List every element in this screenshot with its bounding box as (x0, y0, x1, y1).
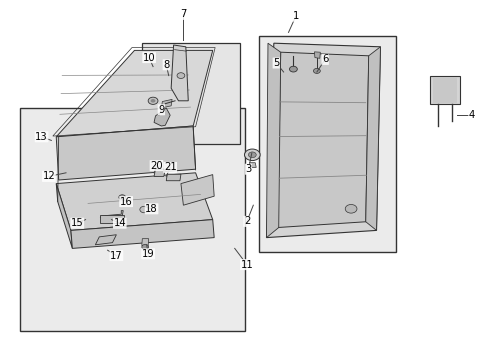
Polygon shape (314, 52, 320, 58)
Text: 6: 6 (321, 54, 328, 64)
Circle shape (289, 66, 297, 72)
Polygon shape (432, 77, 456, 103)
Polygon shape (365, 47, 380, 230)
Polygon shape (56, 50, 212, 137)
Circle shape (148, 97, 158, 104)
Text: 4: 4 (468, 110, 474, 120)
Circle shape (177, 73, 184, 78)
Text: 16: 16 (120, 197, 132, 207)
Bar (100, 215, 123, 223)
Polygon shape (166, 174, 181, 181)
Circle shape (248, 152, 256, 158)
Bar (142, 43, 239, 144)
Text: 1: 1 (292, 11, 299, 21)
Text: 18: 18 (145, 204, 158, 214)
Text: 20: 20 (150, 161, 163, 171)
Text: 19: 19 (142, 249, 154, 259)
Circle shape (313, 68, 320, 73)
Text: 14: 14 (113, 218, 126, 228)
Circle shape (345, 204, 356, 213)
Polygon shape (71, 220, 214, 248)
Text: 12: 12 (42, 171, 55, 181)
Circle shape (244, 149, 260, 161)
Polygon shape (154, 108, 170, 126)
Polygon shape (100, 211, 123, 218)
Text: 9: 9 (158, 105, 164, 115)
Text: 2: 2 (243, 216, 250, 226)
Text: 17: 17 (110, 251, 122, 261)
Circle shape (119, 195, 125, 200)
Polygon shape (161, 99, 172, 108)
Polygon shape (95, 235, 116, 245)
Text: 11: 11 (240, 260, 253, 270)
Polygon shape (154, 169, 165, 176)
Text: 7: 7 (180, 9, 186, 19)
Text: 21: 21 (163, 162, 176, 172)
Circle shape (140, 206, 148, 213)
Text: 15: 15 (71, 218, 83, 228)
Text: 5: 5 (272, 58, 279, 68)
Bar (259, 36, 395, 252)
Text: 10: 10 (142, 53, 155, 63)
Polygon shape (56, 126, 195, 180)
Polygon shape (181, 175, 214, 205)
Polygon shape (56, 173, 212, 230)
Polygon shape (56, 184, 72, 248)
Polygon shape (142, 239, 148, 246)
Bar (20, 108, 244, 331)
Circle shape (150, 99, 155, 103)
Polygon shape (171, 45, 188, 101)
Polygon shape (266, 43, 380, 238)
Circle shape (142, 244, 148, 249)
Polygon shape (277, 52, 368, 228)
Text: 13: 13 (35, 132, 48, 142)
Text: 8: 8 (163, 60, 169, 70)
Polygon shape (249, 163, 256, 167)
Text: 3: 3 (245, 164, 251, 174)
Polygon shape (429, 76, 459, 104)
Polygon shape (266, 43, 280, 238)
